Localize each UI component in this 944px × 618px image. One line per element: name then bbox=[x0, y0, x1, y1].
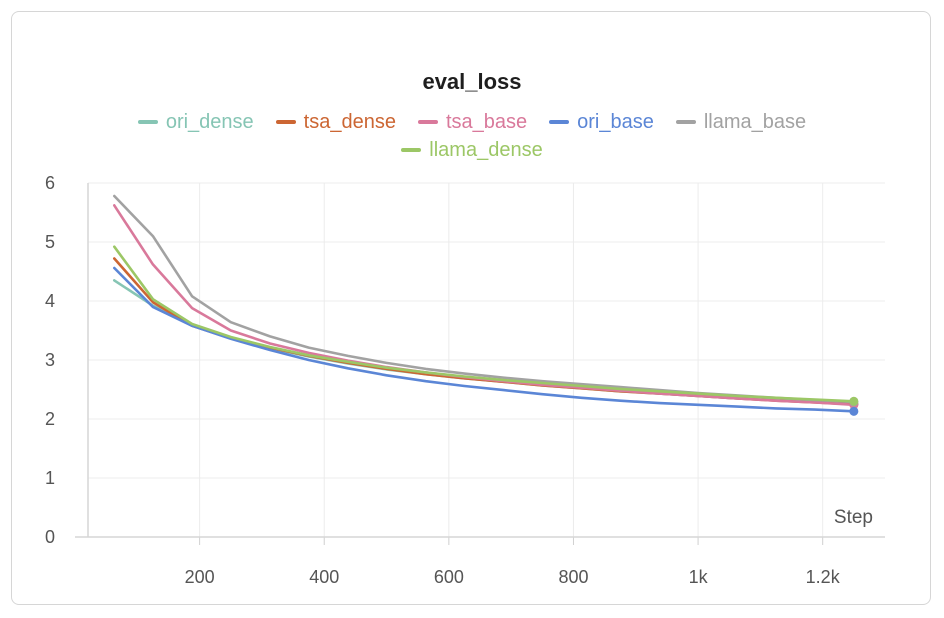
series-line-llama-dense bbox=[113, 245, 856, 403]
series-line-ori-base bbox=[113, 266, 856, 413]
y-tick-label: 4 bbox=[45, 291, 55, 311]
x-tick-label: 400 bbox=[309, 567, 339, 587]
legend-label: tsa_base bbox=[445, 111, 528, 133]
legend-item-ori-base[interactable]: ori_base bbox=[549, 110, 654, 134]
chart-title: eval_loss bbox=[422, 69, 522, 94]
legend-item-ori-dense[interactable]: ori_dense bbox=[137, 110, 254, 134]
series-line-tsa-dense bbox=[113, 257, 856, 406]
y-tick-label: 1 bbox=[45, 468, 55, 488]
series-end-markers bbox=[849, 396, 859, 416]
chart-legend: ori_dense tsa_dense tsa_base ori_base llama_… bbox=[60, 110, 884, 162]
legend-swatch bbox=[401, 148, 422, 152]
x-tick-label: 800 bbox=[558, 567, 588, 587]
legend-item-tsa-base[interactable]: tsa_base bbox=[417, 110, 528, 134]
series-line-ori-dense bbox=[113, 279, 856, 406]
legend-label: ori_base bbox=[577, 111, 654, 133]
legend-label: ori_dense bbox=[165, 111, 254, 133]
y-tick-label: 5 bbox=[45, 232, 55, 252]
legend-label: llama_dense bbox=[429, 139, 543, 161]
legend-label: tsa_dense bbox=[303, 111, 396, 133]
legend-item-llama-dense[interactable]: llama_dense bbox=[401, 138, 543, 162]
axes bbox=[75, 183, 885, 545]
y-tick-label: 0 bbox=[45, 527, 55, 547]
legend-label: llama_base bbox=[703, 111, 807, 133]
x-tick-label: 1k bbox=[689, 567, 709, 587]
tick-labels: 0 1 2 3 4 5 6 200 400 600 800 1k 1.2k bbox=[45, 173, 841, 587]
grid-lines bbox=[88, 182, 885, 537]
legend-swatch bbox=[549, 120, 570, 124]
legend-item-tsa-dense[interactable]: tsa_dense bbox=[275, 110, 396, 134]
x-tick-label: 1.2k bbox=[806, 567, 841, 587]
x-axis-label: Step bbox=[834, 507, 873, 528]
legend-swatch bbox=[417, 120, 438, 124]
y-tick-label: 6 bbox=[45, 173, 55, 193]
legend-swatch bbox=[275, 120, 296, 124]
legend-swatch bbox=[675, 120, 696, 124]
y-tick-label: 2 bbox=[45, 409, 55, 429]
legend-item-llama-base[interactable]: llama_base bbox=[675, 110, 807, 134]
y-tick-label: 3 bbox=[45, 350, 55, 370]
end-marker-ori-base bbox=[849, 406, 859, 416]
series-line-llama-base bbox=[113, 194, 856, 404]
x-tick-label: 200 bbox=[185, 567, 215, 587]
legend-swatch bbox=[137, 120, 158, 124]
x-tick-label: 600 bbox=[434, 567, 464, 587]
series-lines bbox=[113, 194, 856, 413]
end-marker-llama-dense bbox=[849, 396, 859, 406]
